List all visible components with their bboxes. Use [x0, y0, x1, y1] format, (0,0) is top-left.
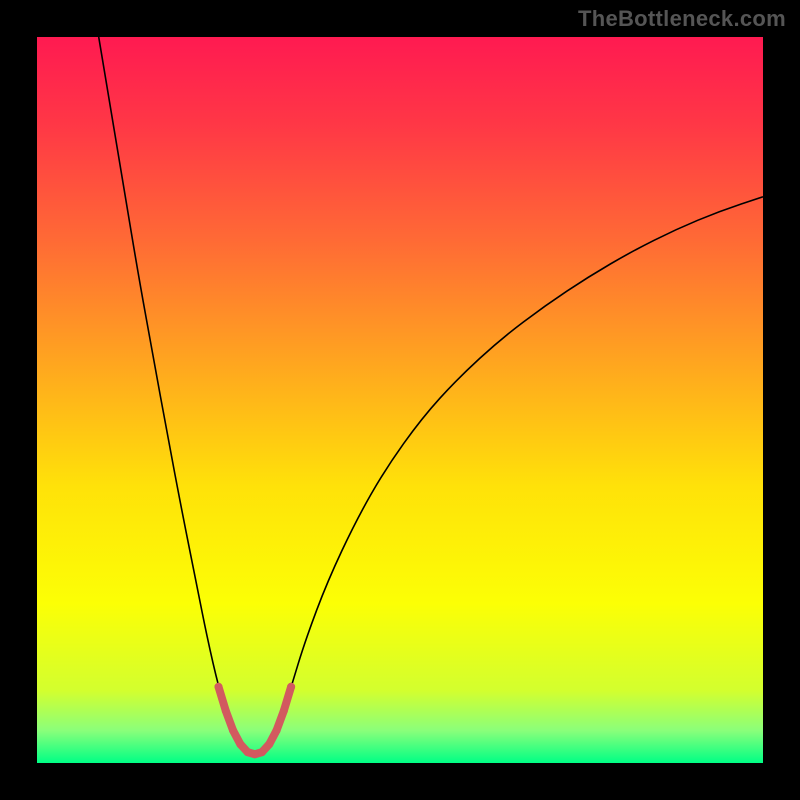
- chart-svg: [37, 37, 763, 763]
- gradient-background: [37, 37, 763, 763]
- watermark-text: TheBottleneck.com: [578, 6, 786, 32]
- plot-area: [37, 37, 763, 763]
- chart-container: TheBottleneck.com: [0, 0, 800, 800]
